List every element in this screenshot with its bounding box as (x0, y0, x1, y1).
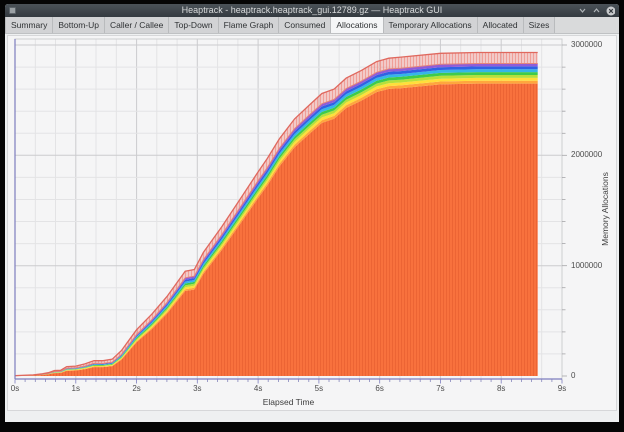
x-tick-label: 4s (253, 384, 263, 393)
tab-temporary-allocations[interactable]: Temporary Allocations (383, 17, 478, 33)
window-title: Heaptrack - heaptrack.heaptrack_gui.1278… (181, 5, 443, 15)
tab-allocated[interactable]: Allocated (477, 17, 524, 33)
allocations-chart[interactable]: Elapsed Time Memory Allocations 0s 1s 2s 3s… (7, 35, 617, 411)
axes (14, 39, 567, 384)
x-tick-label: 0s (10, 384, 20, 393)
tab-bar: Summary Bottom-Up Caller / Callee Top-Down F… (5, 17, 619, 34)
window-controls (578, 4, 615, 17)
y-tick-label: 3000000 (571, 40, 603, 49)
maximize-button[interactable] (592, 6, 601, 15)
circle-x-icon (606, 6, 615, 15)
tab-bottom-up[interactable]: Bottom-Up (53, 17, 105, 33)
x-tick-label: 7s (436, 384, 445, 393)
heaptrack-window: Heaptrack - heaptrack.heaptrack_gui.1278… (5, 4, 619, 422)
tab-sizes[interactable]: Sizes (523, 17, 556, 33)
stack-edge-line (14, 63, 538, 377)
tab-top-down[interactable]: Top-Down (169, 17, 219, 33)
x-tick-label: 8s (496, 384, 506, 393)
y-tick-label: 2000000 (571, 150, 603, 160)
close-button[interactable] (606, 6, 615, 15)
tab-consumed[interactable]: Consumed (279, 17, 332, 33)
x-tick-label: 2s (132, 384, 141, 393)
x-tick-label: 5s (314, 384, 324, 393)
minimize-button[interactable] (578, 6, 587, 15)
x-tick-label: 6s (375, 384, 384, 393)
x-tick-label: 9s (557, 384, 567, 393)
total-line (14, 51, 538, 377)
y-tick-label: 0 (571, 371, 576, 380)
tab-caller-callee[interactable]: Caller / Callee (105, 17, 170, 33)
chevron-down-icon (579, 8, 586, 13)
tab-summary[interactable]: Summary (5, 17, 54, 33)
content-area: Elapsed Time Memory Allocations 0s 1s 2s 3s… (5, 34, 619, 422)
titlebar[interactable]: Heaptrack - heaptrack.heaptrack_gui.1278… (5, 4, 619, 17)
chart-svg[interactable] (8, 36, 616, 410)
chevron-up-icon (593, 8, 600, 13)
tab-allocations[interactable]: Allocations (331, 17, 384, 33)
tab-flame-graph[interactable]: Flame Graph (218, 17, 280, 33)
y-axis-title: Memory Allocations (600, 172, 610, 246)
x-tick-label: 1s (71, 384, 80, 393)
x-tick-label: 3s (193, 384, 202, 393)
x-axis-title: Elapsed Time (262, 397, 315, 407)
y-tick-label: 1000000 (571, 260, 603, 270)
app-icon (9, 7, 16, 14)
series-areas (15, 52, 538, 376)
